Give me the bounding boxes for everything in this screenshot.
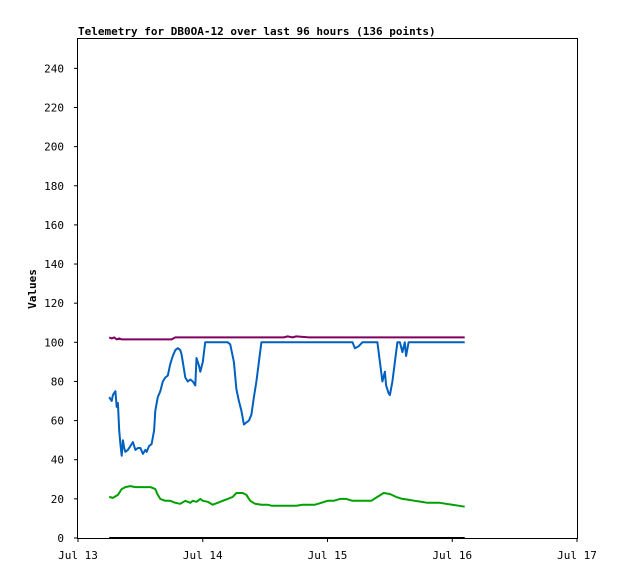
y-tick-label: 60 bbox=[51, 415, 64, 428]
x-tick-label: Jul 17 bbox=[557, 549, 597, 562]
x-tick-label: Jul 15 bbox=[308, 549, 348, 562]
y-tick-label: 160 bbox=[44, 219, 64, 232]
y-tick-label: 240 bbox=[44, 62, 64, 75]
x-axis: Jul 13 Jul 14 Jul 15 Jul 16 Jul 17 bbox=[58, 538, 597, 562]
y-tick-label: 0 bbox=[57, 532, 64, 545]
x-tick-label: Jul 13 bbox=[58, 549, 98, 562]
y-axis: 0 20 40 60 80 100 120 140 160 180 200 220 240 bbox=[44, 62, 78, 545]
y-axis-label: Values bbox=[26, 269, 39, 309]
y-tick-label: 40 bbox=[51, 454, 64, 467]
y-tick-label: 80 bbox=[51, 375, 64, 388]
series-layer bbox=[108, 335, 465, 539]
plot-area bbox=[77, 38, 578, 539]
y-tick-label: 100 bbox=[44, 336, 64, 349]
y-tick-label: 180 bbox=[44, 180, 64, 193]
series-line-2 bbox=[108, 485, 465, 508]
x-tick-label: Jul 14 bbox=[183, 549, 223, 562]
y-tick-label: 120 bbox=[44, 297, 64, 310]
y-tick-label: 200 bbox=[44, 141, 64, 154]
y-tick-label: 140 bbox=[44, 258, 64, 271]
series-line-1 bbox=[108, 341, 465, 457]
y-tick-label: 220 bbox=[44, 101, 64, 114]
series-line-0 bbox=[108, 335, 465, 341]
y-tick-label: 20 bbox=[51, 493, 64, 506]
x-tick-label: Jul 16 bbox=[432, 549, 472, 562]
chart-title: Telemetry for DB0OA-12 over last 96 hour… bbox=[78, 25, 436, 38]
